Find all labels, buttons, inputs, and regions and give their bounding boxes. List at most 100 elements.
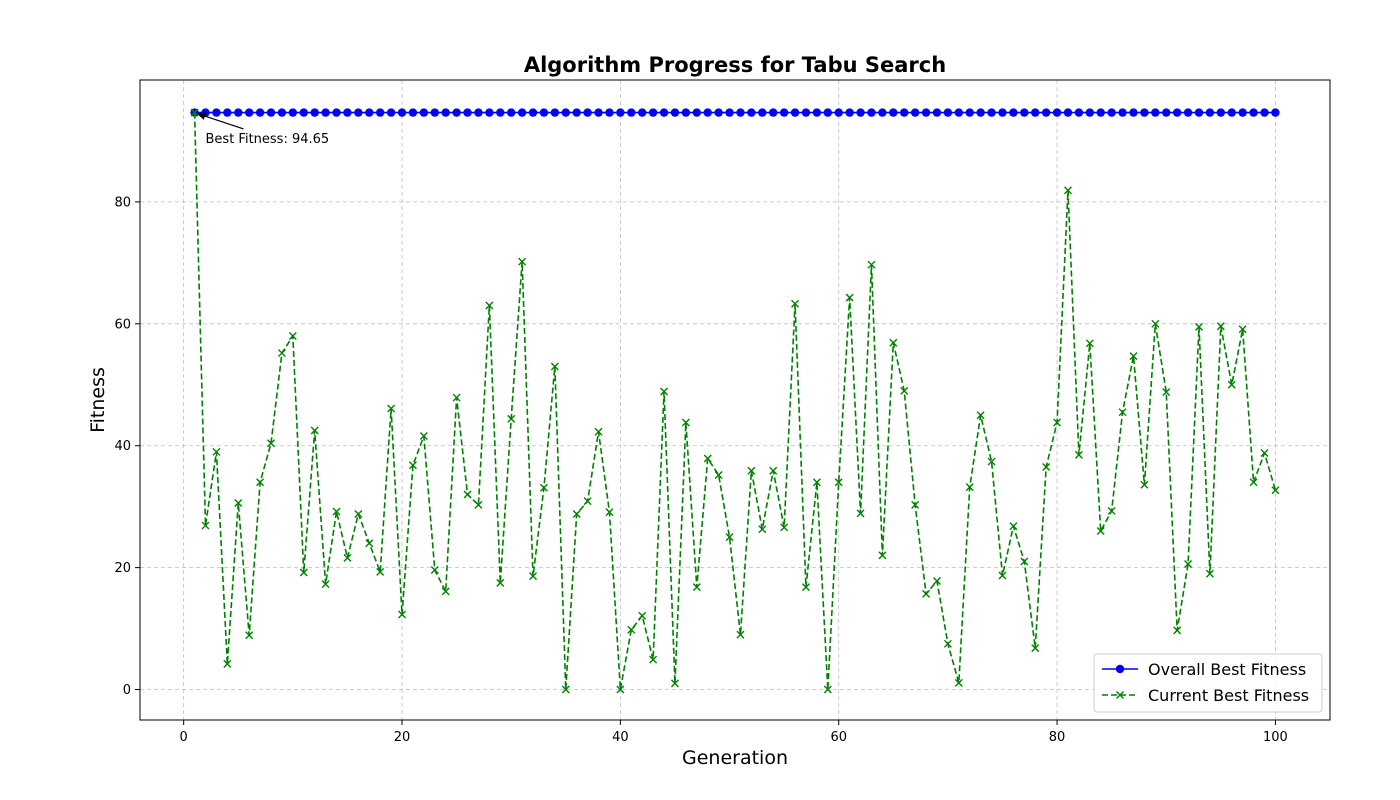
overall-best-point	[648, 108, 658, 117]
current-best-point	[201, 521, 210, 530]
overall-best-point	[681, 108, 691, 117]
overall-best-point	[1227, 108, 1236, 117]
overall-best-point	[910, 108, 920, 117]
current-best-point	[714, 470, 723, 479]
current-best-point	[1020, 557, 1029, 566]
current-best-point	[572, 509, 581, 518]
current-best-point	[234, 499, 243, 508]
overall-best-point	[987, 108, 996, 117]
overall-best-point	[638, 108, 647, 117]
overall-best-point	[1172, 108, 1182, 117]
current-best-point	[277, 349, 286, 358]
x-tick-label: 60	[830, 730, 847, 745]
current-best-point	[703, 454, 712, 463]
current-best-point	[1238, 325, 1247, 334]
current-best-point	[463, 490, 472, 499]
overall-best-point	[1271, 108, 1280, 117]
current-best-point	[681, 418, 690, 427]
overall-best-point	[1238, 108, 1247, 117]
overall-best-point	[212, 108, 221, 117]
current-best-point	[387, 404, 396, 413]
current-best-point	[758, 525, 767, 534]
current-best-point	[354, 509, 363, 518]
overall-best-point	[419, 108, 429, 117]
current-best-point	[529, 572, 538, 581]
current-best-point	[1096, 527, 1105, 536]
x-tick-label: 20	[394, 730, 411, 745]
current-best-point	[256, 478, 265, 487]
current-best-point	[518, 257, 527, 266]
overall-best-point	[496, 108, 505, 117]
overall-best-point	[845, 108, 854, 117]
overall-best-point	[1151, 108, 1160, 117]
overall-best-point	[332, 108, 341, 117]
current-best-point	[660, 387, 669, 396]
overall-best-point	[430, 108, 439, 117]
current-best-point	[1140, 480, 1149, 489]
overall-best-point	[932, 108, 942, 117]
overall-best-point	[288, 108, 298, 117]
overall-best-point	[1140, 108, 1149, 117]
overall-best-point	[266, 108, 276, 117]
overall-best-point	[244, 108, 254, 117]
overall-best-point	[834, 108, 843, 117]
current-best-point	[900, 386, 909, 395]
overall-best-point	[452, 108, 461, 117]
overall-best-point	[1020, 108, 1029, 117]
current-best-point	[1053, 418, 1062, 427]
overall-best-point	[397, 108, 407, 117]
overall-best-point	[1074, 108, 1084, 117]
current-best-point	[649, 655, 658, 664]
current-best-point	[1074, 450, 1083, 459]
current-best-point	[670, 679, 679, 688]
overall-best-point	[223, 108, 232, 117]
overall-best-point	[790, 108, 800, 117]
overall-best-point	[823, 108, 832, 117]
overall-best-point	[779, 108, 789, 117]
current-best-point	[1216, 322, 1225, 331]
overall-best-point	[856, 108, 865, 117]
legend-marker-overall-best	[1115, 664, 1125, 674]
current-best-point	[245, 631, 254, 640]
overall-best-point	[1162, 108, 1171, 117]
overall-best-point	[1085, 108, 1095, 117]
current-best-point	[594, 427, 603, 436]
current-best-point	[441, 587, 450, 596]
current-best-point	[310, 426, 319, 435]
current-best-point	[889, 338, 898, 347]
overall-best-point	[769, 108, 778, 117]
current-best-point	[1063, 186, 1072, 195]
current-best-point	[780, 523, 789, 532]
current-best-point	[267, 439, 276, 448]
y-tick-label: 40	[114, 439, 131, 454]
overall-best-point	[343, 108, 352, 117]
overall-best-point	[900, 108, 909, 117]
current-best-point	[485, 301, 494, 310]
current-best-point	[692, 583, 701, 592]
overall-best-point	[365, 108, 374, 117]
annotation-arrow	[201, 114, 244, 130]
current-best-point	[408, 461, 417, 470]
annotation-text: Best Fitness: 94.65	[206, 132, 330, 147]
overall-best-point	[583, 108, 592, 117]
legend-box	[1093, 653, 1323, 713]
current-best-point	[922, 589, 931, 598]
overall-best-point	[1031, 108, 1040, 117]
x-tick-label: 80	[1049, 730, 1066, 745]
current-best-point	[1227, 380, 1236, 389]
overall-best-point	[299, 108, 308, 117]
current-best-point	[1184, 559, 1193, 568]
current-best-point	[605, 508, 614, 517]
current-best-point	[911, 500, 920, 509]
current-best-point	[223, 659, 232, 668]
current-best-point	[190, 108, 199, 117]
current-best-point	[1249, 478, 1258, 487]
overall-best-point	[310, 108, 319, 117]
current-best-point	[583, 497, 592, 506]
overall-best-point	[594, 108, 603, 117]
overall-best-point	[474, 108, 483, 117]
current-best-point	[801, 583, 810, 592]
current-best-point	[1151, 319, 1160, 328]
overall-best-point	[528, 108, 538, 117]
